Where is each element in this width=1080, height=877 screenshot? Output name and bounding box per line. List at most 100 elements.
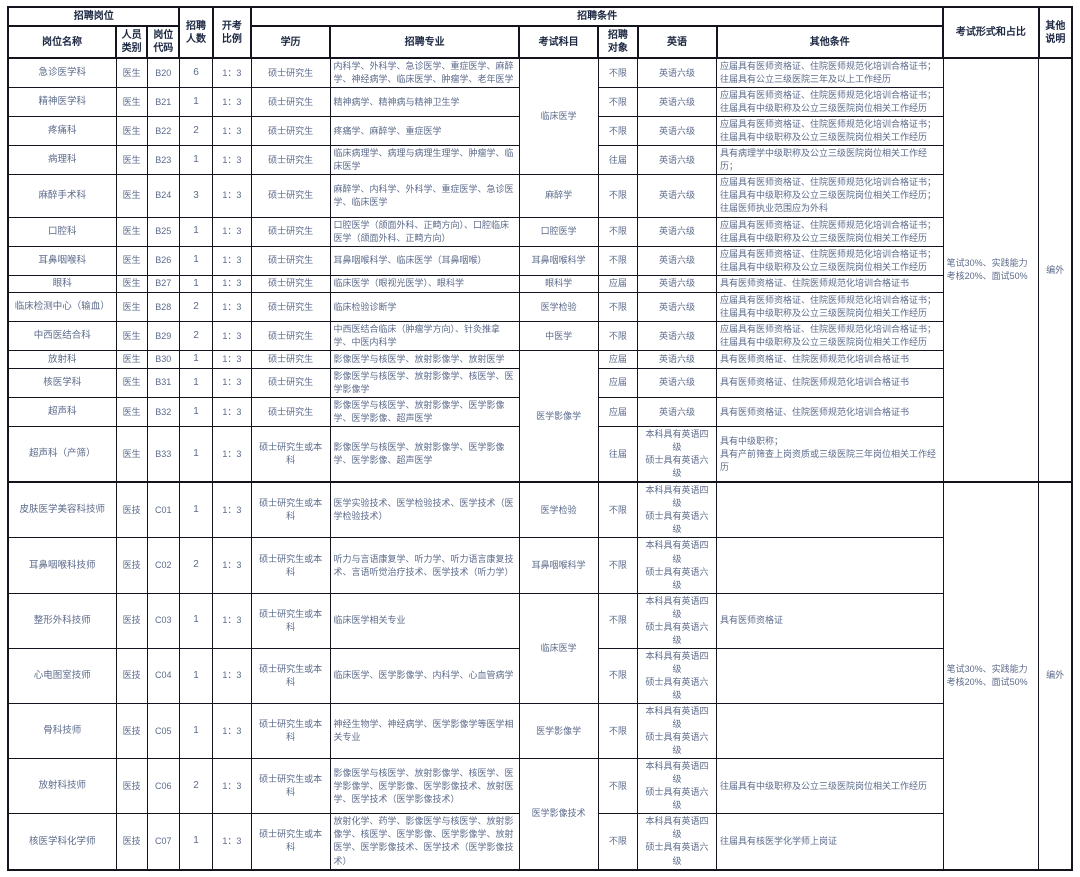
other-note-cell: 编外 — [1038, 57, 1073, 483]
job-code-cell: B22 — [146, 116, 180, 147]
education-cell: 硕士研究生 — [250, 350, 331, 369]
headcount-cell: 1 — [178, 396, 214, 428]
exam-subject-cell: 眼科学 — [518, 274, 599, 294]
major-cell: 临床医学相关专业 — [329, 592, 520, 649]
other-conditions-cell: 具有中级职称； 具有产前筛查上岗资质或三级医院三年岗位相关工作经历 — [716, 426, 944, 483]
person-type-cell: 医生 — [115, 216, 148, 247]
job-name-cell: 超声科（产筛） — [7, 426, 117, 483]
header-job-code: 岗位 代码 — [146, 25, 181, 59]
major-cell: 放射化学、药学、影像医学与核医学、放射影像学、核医学、医学影像、医学影像学、放射… — [329, 813, 520, 871]
person-type-cell: 医技 — [115, 537, 148, 594]
header-person-type: 人员 类别 — [115, 25, 149, 59]
english-cell: 英语六级 — [637, 116, 718, 147]
major-cell: 麻醉学、内科学、外科学、重症医学、急诊医学、临床医学 — [329, 174, 520, 218]
header-target: 招聘 对象 — [597, 25, 639, 59]
exam-subject-cell: 医学影像学 — [518, 703, 599, 760]
other-conditions-cell — [716, 481, 944, 539]
person-type-cell: 医生 — [115, 145, 148, 176]
exam-form-cell: 笔试30%、实践能力考核20%、面试50% — [942, 57, 1040, 483]
major-cell: 耳鼻咽喉科学、临床医学（耳鼻咽喉） — [329, 245, 520, 276]
job-code-cell: B20 — [146, 57, 180, 89]
english-cell: 本科具有英语四级 硕士具有英语六级 — [637, 758, 718, 815]
person-type-cell: 医生 — [115, 292, 148, 323]
ratio-cell: 1：3 — [212, 592, 252, 649]
other-conditions-cell: 具有医师资格证、住院医师规范化培训合格证书 — [716, 350, 944, 369]
job-code-cell: B21 — [146, 87, 180, 118]
ratio-cell: 1：3 — [212, 57, 252, 89]
headcount-cell: 1 — [178, 647, 214, 705]
table-row: 疼痛科 医生 B22 2 1：3 硕士研究生 疼痛学、麻醉学、重症医学 不限 英语六级 应届具有医… — [7, 116, 1072, 147]
person-type-cell: 医生 — [115, 350, 148, 369]
header-major: 招聘专业 — [329, 25, 521, 59]
job-name-cell: 心电图室技师 — [7, 647, 117, 705]
target-cell: 不限 — [597, 57, 639, 89]
ratio-cell: 1：3 — [212, 481, 252, 539]
person-type-cell: 医生 — [115, 367, 148, 398]
header-group-job: 招聘岗位 — [6, 6, 181, 27]
table-row: 放射科 医生 B30 1 1：3 硕士研究生 影像医学与核医学、放射影像学、放射医学 医学影像… — [7, 350, 1072, 483]
table-row: 超声科 医生 B32 1 1：3 硕士研究生 影像医学与核医学、放射影像学、医学影像学、医学… — [7, 396, 1072, 428]
headcount-cell: 2 — [178, 758, 214, 815]
ratio-cell: 1：3 — [212, 350, 252, 369]
other-conditions-cell — [716, 703, 944, 760]
job-name-cell: 临床检测中心（输血） — [7, 292, 117, 323]
education-cell: 硕士研究生 — [250, 87, 331, 118]
headcount-cell: 1 — [178, 145, 214, 176]
headcount-cell: 1 — [178, 87, 214, 118]
person-type-cell: 医生 — [115, 116, 148, 147]
other-conditions-cell: 应届具有医师资格证、住院医师规范化培训合格证书； 往届具有中级职称及公立三级医院… — [716, 292, 944, 323]
job-name-cell: 口腔科 — [7, 216, 117, 247]
target-cell: 不限 — [597, 703, 639, 760]
job-name-cell: 超声科 — [7, 396, 117, 428]
education-cell: 硕士研究生 — [250, 174, 331, 218]
person-type-cell: 医生 — [115, 321, 148, 352]
exam-subject-cell: 临床医学 — [518, 592, 599, 705]
ratio-cell: 1：3 — [212, 647, 252, 705]
job-name-cell: 中西医结合科 — [7, 321, 117, 352]
table-row: 眼科 医生 B27 1 1：3 硕士研究生 临床医学（眼视光医学）、眼科学 眼科学 应届 英语六级… — [7, 274, 1072, 294]
job-name-cell: 麻醉手术科 — [7, 174, 117, 218]
header-exam-subject: 考试科目 — [518, 25, 600, 59]
target-cell: 不限 — [597, 321, 639, 352]
education-cell: 硕士研究生 — [250, 57, 331, 89]
table-row: 中西医结合科 医生 B29 2 1：3 硕士研究生 中西医结合临床（肿瘤学方向）、针灸推拿学… — [7, 321, 1072, 352]
headcount-cell: 2 — [178, 537, 214, 594]
major-cell: 影像医学与核医学、放射影像学、核医学、医学影像学、医学影像、医学影像技术、放射医… — [329, 758, 520, 815]
person-type-cell: 医生 — [115, 87, 148, 118]
header-job-name: 岗位名称 — [6, 25, 118, 59]
job-code-cell: B24 — [146, 174, 180, 218]
job-name-cell: 急诊医学科 — [7, 57, 117, 89]
header-other-note: 其他 说明 — [1037, 6, 1074, 59]
job-name-cell: 耳鼻咽喉科技师 — [7, 537, 117, 594]
other-conditions-cell: 具有医师资格证、住院医师规范化培训合格证书 — [716, 396, 944, 428]
education-cell: 硕士研究生 — [250, 367, 331, 398]
target-cell: 不限 — [597, 292, 639, 323]
education-cell: 硕士研究生或本科 — [250, 647, 331, 705]
english-cell: 英语六级 — [637, 174, 718, 218]
headcount-cell: 1 — [178, 274, 214, 294]
education-cell: 硕士研究生 — [250, 216, 331, 247]
target-cell: 应届 — [597, 396, 639, 428]
job-name-cell: 放射科 — [7, 350, 117, 369]
ratio-cell: 1：3 — [212, 116, 252, 147]
ratio-cell: 1：3 — [212, 292, 252, 323]
major-cell: 影像医学与核医学、放射影像学、核医学、医学影像学 — [329, 367, 520, 398]
major-cell: 影像医学与核医学、放射影像学、医学影像学、医学影像、超声医学 — [329, 426, 520, 483]
table-row: 口腔科 医生 B25 1 1：3 硕士研究生 口腔医学（颌面外科、正畸方向）、口腔临床医学（… — [7, 216, 1072, 247]
person-type-cell: 医生 — [115, 426, 148, 483]
other-conditions-cell: 应届具有医师资格证、住院医师规范化培训合格证书； 往届具有公立三级医院三年及以上… — [716, 57, 944, 89]
exam-subject-cell: 临床医学 — [518, 57, 599, 176]
education-cell: 硕士研究生或本科 — [250, 426, 331, 483]
job-code-cell: C05 — [146, 703, 180, 760]
headcount-cell: 1 — [178, 481, 214, 539]
job-name-cell: 核医学科 — [7, 367, 117, 398]
major-cell: 神经生物学、神经病学、医学影像学等医学相关专业 — [329, 703, 520, 760]
target-cell: 不限 — [597, 758, 639, 815]
major-cell: 影像医学与核医学、放射影像学、放射医学 — [329, 350, 520, 369]
target-cell: 不限 — [597, 481, 639, 539]
ratio-cell: 1：3 — [212, 274, 252, 294]
exam-subject-cell: 医学检验 — [518, 292, 599, 323]
job-code-cell: C07 — [146, 813, 180, 871]
table-row: 耳鼻咽喉科 医生 B26 1 1：3 硕士研究生 耳鼻咽喉科学、临床医学（耳鼻咽喉） 耳鼻咽喉… — [7, 245, 1072, 276]
english-cell: 英语六级 — [637, 57, 718, 89]
